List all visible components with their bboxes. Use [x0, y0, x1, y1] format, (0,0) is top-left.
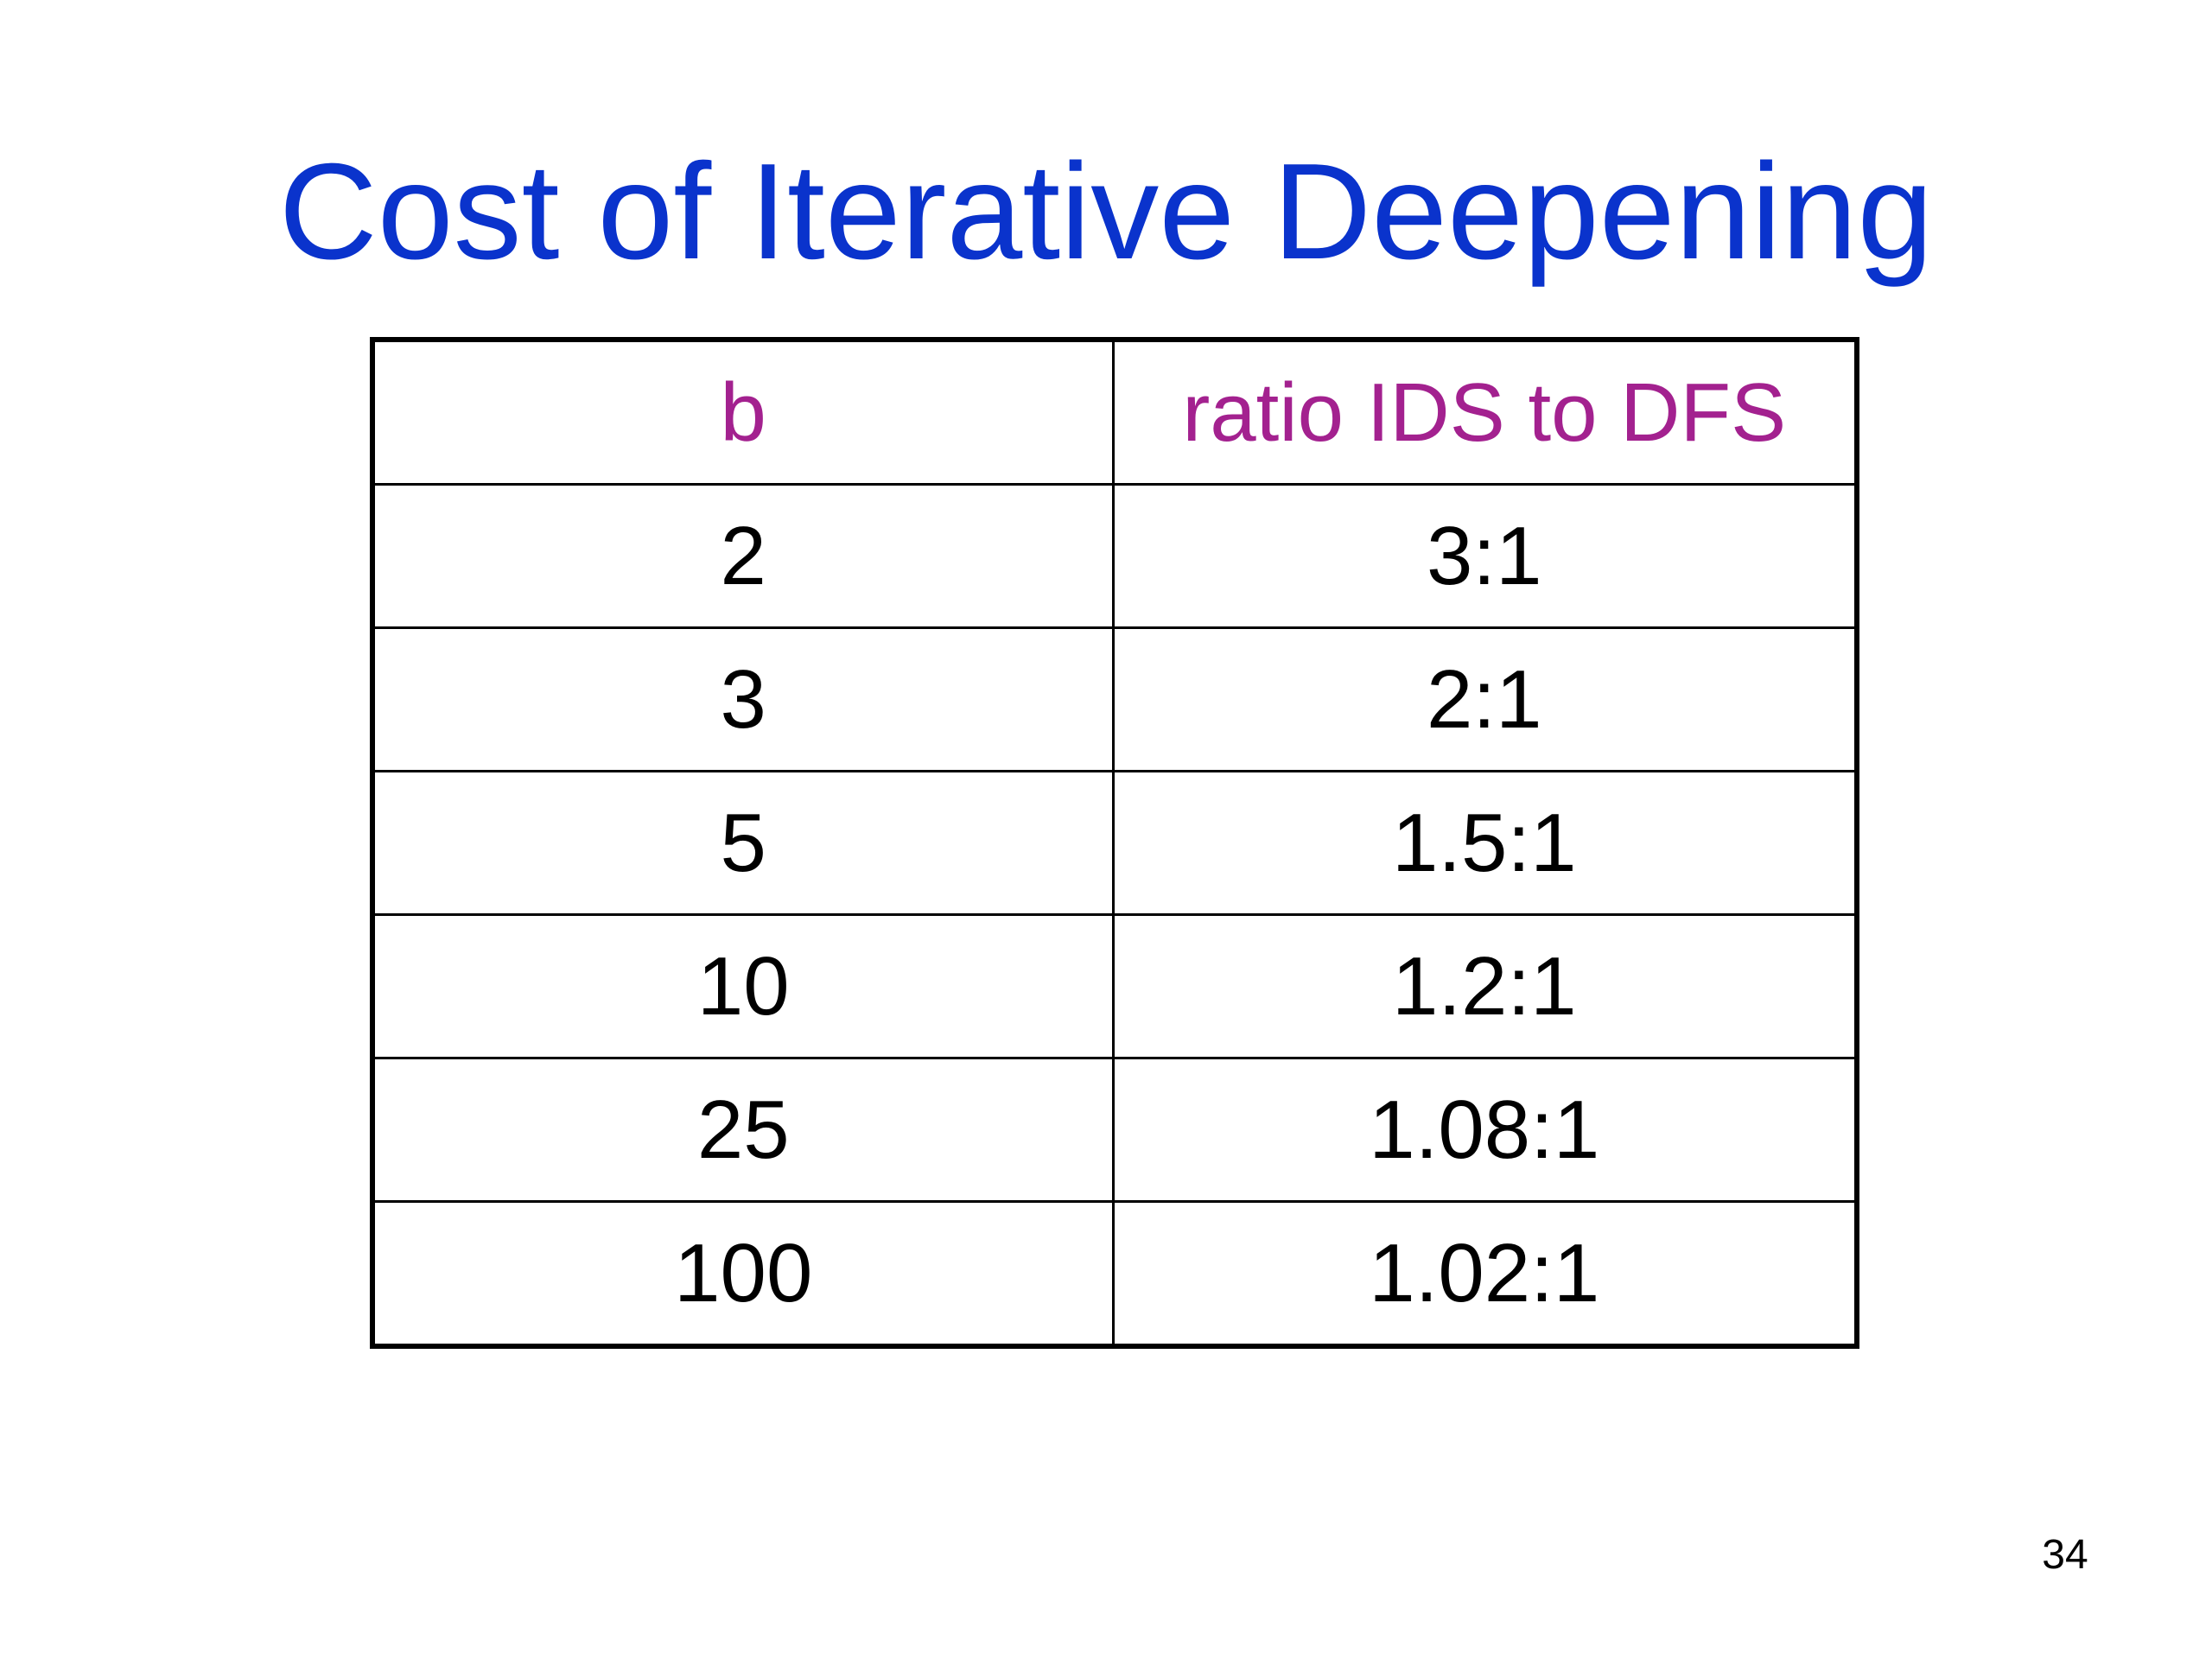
- table-header-row: b ratio IDS to DFS: [371, 338, 1859, 486]
- slide-title: Cost of Iterative Deepening: [278, 136, 1934, 288]
- table-row: 2 3:1: [371, 483, 1859, 629]
- page-number: 34: [2042, 1532, 2088, 1578]
- cell-b: 100: [371, 1200, 1115, 1348]
- cell-ratio: 2:1: [1111, 626, 1859, 772]
- header-b: b: [371, 338, 1115, 486]
- table-row: 10 1.2:1: [371, 913, 1859, 1059]
- table-row: 25 1.08:1: [371, 1057, 1859, 1203]
- cell-ratio: 1.2:1: [1111, 913, 1859, 1059]
- cell-ratio: 1.02:1: [1111, 1200, 1859, 1348]
- cell-ratio: 1.08:1: [1111, 1057, 1859, 1203]
- cell-ratio: 3:1: [1111, 483, 1859, 629]
- cell-b: 3: [371, 626, 1115, 772]
- cell-b: 5: [371, 770, 1115, 916]
- table-row: 100 1.02:1: [371, 1200, 1859, 1348]
- cell-ratio: 1.5:1: [1111, 770, 1859, 916]
- ratio-table: b ratio IDS to DFS 2 3:1 3 2:1 5 1.5:1 1…: [370, 337, 1859, 1349]
- cell-b: 25: [371, 1057, 1115, 1203]
- table-row: 5 1.5:1: [371, 770, 1859, 916]
- table-row: 3 2:1: [371, 626, 1859, 772]
- header-ratio: ratio IDS to DFS: [1111, 338, 1859, 486]
- cell-b: 10: [371, 913, 1115, 1059]
- cell-b: 2: [371, 483, 1115, 629]
